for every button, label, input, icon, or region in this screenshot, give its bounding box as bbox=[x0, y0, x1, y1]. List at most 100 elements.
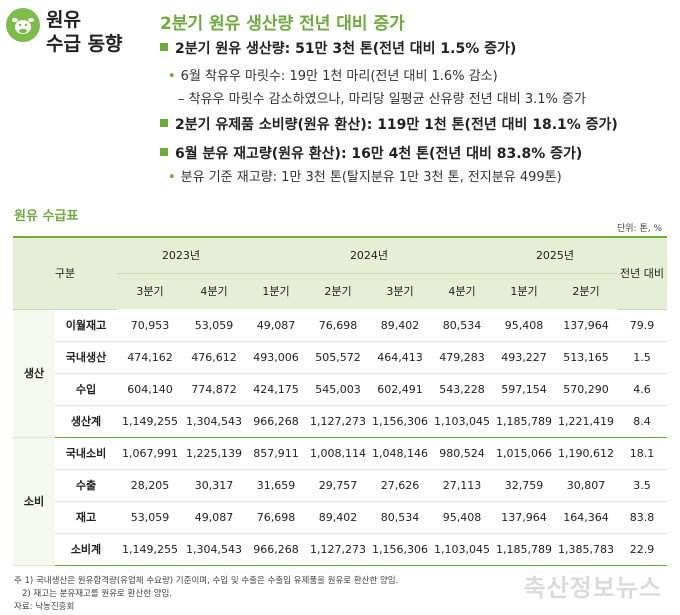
value-cell: 95,408 bbox=[431, 501, 493, 534]
yoy-cell: 4.6 bbox=[617, 373, 667, 406]
value-cell: 32,759 bbox=[493, 469, 555, 502]
header-quarter: 4분기 bbox=[183, 273, 245, 310]
table-row: 수출 28,205 30,317 31,659 29,757 27,626 27,113 32… bbox=[13, 469, 667, 502]
value-cell: 857,911 bbox=[245, 436, 307, 470]
value-cell: 30,317 bbox=[183, 469, 245, 502]
summary-item-powder-stock: 6월 분유 재고량(원유 환산): 16만 4천 톤(전년 대비 83.8% 증… bbox=[160, 143, 582, 163]
table-row: 국내생산 474,162 476,612 493,006 505,572 464,413 4… bbox=[13, 341, 667, 374]
dot-bullet-icon: • bbox=[168, 69, 176, 84]
value-cell: 1,190,612 bbox=[555, 436, 617, 470]
value-cell: 1,103,045 bbox=[431, 405, 493, 438]
cow-icon bbox=[6, 8, 40, 42]
value-cell: 570,290 bbox=[555, 373, 617, 406]
value-cell: 80,534 bbox=[431, 308, 493, 342]
watermark-logo: 축산정보뉴스 bbox=[523, 574, 662, 602]
value-cell: 89,402 bbox=[369, 308, 431, 342]
value-cell: 479,283 bbox=[431, 341, 493, 374]
row-label: 소비계 bbox=[55, 533, 117, 566]
summary-item-production: 2분기 원유 생산량: 51만 3천 톤(전년 대비 1.5% 증가) bbox=[160, 38, 516, 58]
value-cell: 164,364 bbox=[555, 501, 617, 534]
value-cell: 1,221,419 bbox=[555, 405, 617, 438]
summary-item-powder-base: • 분유 기준 재고량: 1만 3천 톤(탈지분유 1만 3천 톤, 전지분유 4… bbox=[168, 166, 562, 185]
table-row: 생산계 1,149,255 1,304,543 966,268 1,127,273 1,1… bbox=[13, 405, 667, 438]
yoy-cell: 8.4 bbox=[617, 405, 667, 438]
yoy-cell: 3.5 bbox=[617, 469, 667, 502]
header-quarter: 3분기 bbox=[117, 273, 183, 310]
value-cell: 137,964 bbox=[493, 501, 555, 534]
value-cell: 545,003 bbox=[307, 373, 369, 406]
value-cell: 597,154 bbox=[493, 373, 555, 406]
row-label: 국내소비 bbox=[55, 436, 117, 470]
value-cell: 31,659 bbox=[245, 469, 307, 502]
unit-label: 단위: 톤, % bbox=[616, 224, 662, 234]
summary-title: 2분기 원유 생산량 전년 대비 증가 bbox=[160, 14, 405, 34]
value-cell: 543,228 bbox=[431, 373, 493, 406]
table-row: 소비 국내소비 1,067,991 1,225,139 857,911 1,008,114… bbox=[13, 436, 667, 566]
value-cell: 464,413 bbox=[369, 341, 431, 374]
source-note: 자료: 낙농진흥회 bbox=[14, 602, 75, 612]
row-label: 이월재고 bbox=[55, 308, 117, 342]
summary-item-text: – 착유우 마릿수 감소하였으나, 마리당 일평균 산유량 전년 대비 3.1%… bbox=[178, 92, 586, 107]
value-cell: 1,103,045 bbox=[431, 533, 493, 566]
value-cell: 1,127,273 bbox=[307, 533, 369, 566]
square-bullet-icon bbox=[160, 148, 168, 156]
value-cell: 774,872 bbox=[183, 373, 245, 406]
value-cell: 980,524 bbox=[431, 436, 493, 470]
value-cell: 1,156,306 bbox=[369, 533, 431, 566]
value-cell: 49,087 bbox=[245, 308, 307, 342]
row-label: 수출 bbox=[55, 469, 117, 502]
header-quarter: 4분기 bbox=[431, 273, 493, 310]
value-cell: 474,162 bbox=[117, 341, 183, 374]
page-title-line1: 원유 bbox=[46, 9, 81, 31]
table-section-title: 원유 수급표 bbox=[14, 209, 79, 224]
yoy-cell: 79.9 bbox=[617, 308, 667, 342]
yoy-cell: 18.1 bbox=[617, 436, 667, 470]
square-bullet-icon bbox=[160, 43, 168, 51]
value-cell: 70,953 bbox=[117, 308, 183, 342]
square-bullet-icon bbox=[160, 119, 168, 127]
value-cell: 493,227 bbox=[493, 341, 555, 374]
value-cell: 1,149,255 bbox=[117, 405, 183, 438]
value-cell: 1,385,783 bbox=[555, 533, 617, 566]
value-cell: 76,698 bbox=[307, 308, 369, 342]
group-label: 소비 bbox=[13, 436, 55, 566]
value-cell: 95,408 bbox=[493, 308, 555, 342]
header-year: 2023년 bbox=[117, 237, 245, 274]
table-body: 생산 이월재고 70,953 53,059 49,087 76,698 89,402 80,5… bbox=[13, 308, 667, 566]
value-cell: 424,175 bbox=[245, 373, 307, 406]
value-cell: 1,149,255 bbox=[117, 533, 183, 566]
value-cell: 29,757 bbox=[307, 469, 369, 502]
group-label: 생산 bbox=[13, 308, 55, 438]
value-cell: 476,612 bbox=[183, 341, 245, 374]
value-cell: 1,156,306 bbox=[369, 405, 431, 438]
value-cell: 1,127,273 bbox=[307, 405, 369, 438]
value-cell: 602,491 bbox=[369, 373, 431, 406]
value-cell: 27,113 bbox=[431, 469, 493, 502]
value-cell: 1,304,543 bbox=[183, 405, 245, 438]
footnote-1: 주 1) 국내생산은 원유합격량(유업체 수요량) 기준이며, 수입 및 수출은… bbox=[14, 576, 399, 586]
value-cell: 1,067,991 bbox=[117, 436, 183, 470]
table-row: 수입 604,140 774,872 424,175 545,003 602,491 543… bbox=[13, 373, 667, 406]
value-cell: 604,140 bbox=[117, 373, 183, 406]
value-cell: 1,015,066 bbox=[493, 436, 555, 470]
summary-item-text: 2분기 유제품 소비량(원유 환산): 119만 1천 톤(전년 대비 18.1… bbox=[175, 117, 618, 133]
header-year: 2025년 bbox=[493, 237, 617, 274]
value-cell: 53,059 bbox=[117, 501, 183, 534]
header-quarter: 2분기 bbox=[307, 273, 369, 310]
value-cell: 27,626 bbox=[369, 469, 431, 502]
value-cell: 89,402 bbox=[307, 501, 369, 534]
row-label: 생산계 bbox=[55, 405, 117, 438]
value-cell: 966,268 bbox=[245, 405, 307, 438]
value-cell: 30,807 bbox=[555, 469, 617, 502]
value-cell: 966,268 bbox=[245, 533, 307, 566]
value-cell: 49,087 bbox=[183, 501, 245, 534]
value-cell: 1,048,146 bbox=[369, 436, 431, 470]
page-title: 원유 수급 동향 bbox=[46, 8, 123, 56]
table-header: 구분 2023년 2024년 2025년 전년 대비 3분기 4분기 1분기 2… bbox=[13, 237, 667, 310]
summary-item-milking-cows: • 6월 착유우 마릿수: 19만 1천 마리(전년 대비 1.6% 감소) bbox=[168, 65, 498, 84]
summary-item-text: 6월 분유 재고량(원유 환산): 16만 4천 톤(전년 대비 83.8% 증… bbox=[175, 146, 583, 162]
value-cell: 28,205 bbox=[117, 469, 183, 502]
value-cell: 1,225,139 bbox=[183, 436, 245, 470]
value-cell: 513,165 bbox=[555, 341, 617, 374]
value-cell: 493,006 bbox=[245, 341, 307, 374]
